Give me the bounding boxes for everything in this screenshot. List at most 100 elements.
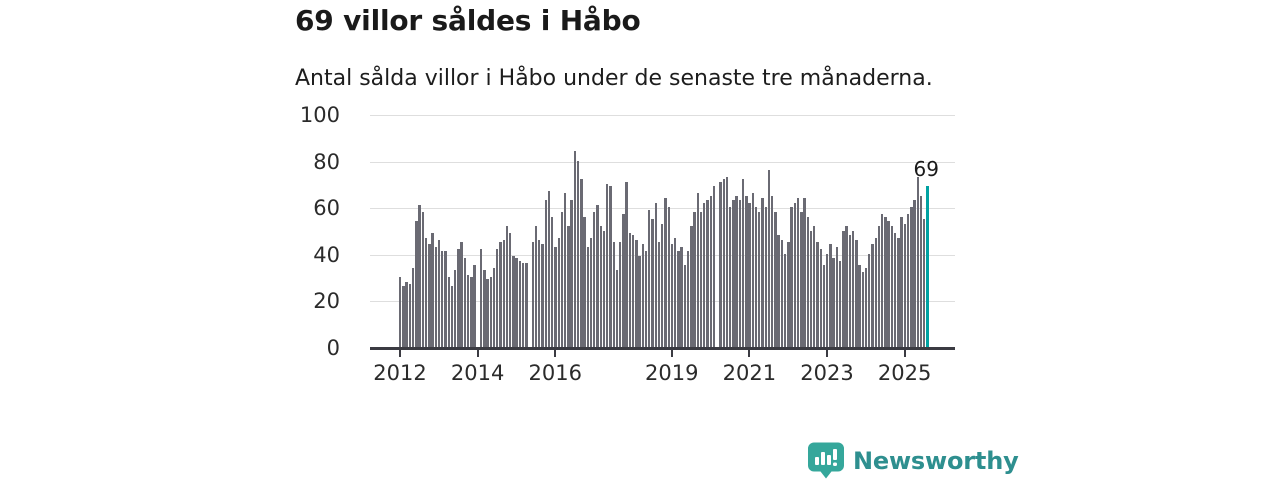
bar: [583, 216, 586, 347]
bar: [881, 214, 884, 347]
bar: [829, 244, 832, 347]
bar: [787, 242, 790, 347]
bar: [735, 195, 738, 347]
bar: [402, 286, 405, 347]
bar: [489, 277, 492, 347]
bar: [913, 200, 916, 347]
bar: [479, 249, 483, 347]
bar: [512, 256, 515, 347]
bar: [748, 202, 751, 347]
bar: [741, 179, 745, 347]
bar: [826, 253, 829, 347]
x-axis-tick-label: 2019: [645, 361, 699, 385]
bar: [919, 195, 923, 347]
bar: [606, 183, 609, 347]
bar: [751, 193, 754, 347]
x-axis-tick-label: 2021: [722, 361, 777, 385]
bar: [431, 232, 434, 347]
bar: [783, 253, 787, 347]
bar: [492, 267, 496, 347]
bar: [654, 202, 657, 347]
bar: [521, 263, 525, 347]
bar: [508, 232, 512, 347]
bar: [570, 200, 573, 347]
bar: [560, 211, 564, 347]
bar: [470, 277, 473, 347]
bar: [767, 169, 771, 347]
bar: [868, 253, 871, 347]
bar: [615, 270, 619, 347]
gridline: [370, 161, 955, 163]
bar: [596, 204, 599, 347]
bar: [618, 242, 622, 347]
bar: [845, 225, 848, 347]
bar: [819, 249, 822, 347]
bar: [754, 207, 758, 347]
gridline: [370, 115, 955, 116]
bar: [890, 225, 894, 347]
bar: [557, 237, 560, 347]
bar: [745, 195, 748, 347]
bar: [415, 221, 418, 347]
bar: [910, 207, 913, 347]
bar: [923, 218, 926, 347]
bar: [460, 242, 463, 347]
bar: [641, 244, 645, 347]
y-axis-tick-label: 20: [313, 289, 340, 314]
x-axis-tick-label: 2016: [528, 361, 582, 385]
bar: [541, 244, 544, 347]
bar: [884, 216, 887, 347]
bar: [764, 207, 767, 347]
bar: [531, 242, 535, 347]
bar: [538, 239, 541, 347]
bar: [871, 244, 874, 347]
bar: [712, 186, 716, 347]
bar: [680, 246, 683, 347]
bar: [887, 221, 890, 347]
bar: [664, 197, 667, 347]
bar: [405, 281, 408, 347]
x-axis-tick: [826, 350, 829, 357]
bar: [835, 246, 839, 347]
y-axis-tick-label: 0: [326, 336, 340, 360]
bar: [602, 230, 606, 347]
newsworthy-logo-icon: [808, 442, 844, 479]
bar: [483, 270, 486, 347]
bar: [803, 197, 806, 347]
bar: [466, 274, 470, 347]
bar: [418, 204, 421, 347]
bar-chart: 2012 2014 2016 2019 2021 2023 2025 69: [370, 115, 955, 385]
bar: [599, 225, 602, 347]
bar: [625, 181, 628, 347]
bar: [657, 242, 661, 347]
x-axis-tick-label: 2014: [450, 361, 505, 385]
bar: [515, 258, 518, 347]
x-axis-tick: [670, 350, 673, 357]
bar: [496, 249, 499, 347]
bar: [774, 211, 777, 347]
bar: [903, 223, 907, 347]
bar: [842, 230, 845, 347]
newsworthy-logo[interactable]: Newsworthy: [808, 442, 1019, 479]
chart-subtitle: Antal sålda villor i Håbo under de senas…: [295, 66, 933, 91]
bar: [683, 265, 687, 347]
bar: [534, 225, 538, 347]
bar: [809, 230, 813, 347]
brand-text: Newsworthy: [853, 446, 1019, 475]
bar: [670, 244, 674, 347]
bar: [635, 239, 638, 347]
page-title: 69 villor såldes i Håbo: [295, 4, 641, 37]
y-axis-tick-label: 100: [299, 103, 340, 127]
bar: [722, 179, 725, 347]
bar: [631, 235, 635, 347]
bar: [576, 160, 580, 347]
bar: [719, 181, 722, 347]
x-axis-tick: [476, 350, 479, 357]
x-axis-line: [370, 347, 955, 350]
bar: [638, 256, 641, 347]
bar: [738, 200, 742, 347]
bar: [450, 286, 454, 347]
bar: [424, 237, 428, 347]
bar: [547, 190, 551, 347]
